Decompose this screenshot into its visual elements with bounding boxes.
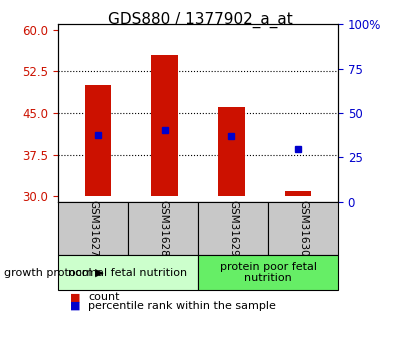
- Text: percentile rank within the sample: percentile rank within the sample: [88, 301, 276, 311]
- Bar: [151, 55, 178, 196]
- Text: ■: ■: [70, 293, 80, 302]
- Text: GSM31630: GSM31630: [298, 200, 308, 257]
- Text: GDS880 / 1377902_a_at: GDS880 / 1377902_a_at: [108, 12, 292, 28]
- Text: count: count: [88, 293, 120, 302]
- Text: GSM31627: GSM31627: [88, 200, 98, 257]
- Text: growth protocol ▶: growth protocol ▶: [4, 268, 104, 277]
- Text: GSM31628: GSM31628: [158, 200, 168, 257]
- Text: normal fetal nutrition: normal fetal nutrition: [68, 268, 188, 277]
- Bar: [285, 191, 311, 196]
- Text: ■: ■: [70, 301, 80, 311]
- Text: GSM31629: GSM31629: [228, 200, 238, 257]
- Text: protein poor fetal
nutrition: protein poor fetal nutrition: [220, 262, 316, 283]
- Bar: [218, 107, 245, 196]
- Bar: [85, 85, 111, 196]
